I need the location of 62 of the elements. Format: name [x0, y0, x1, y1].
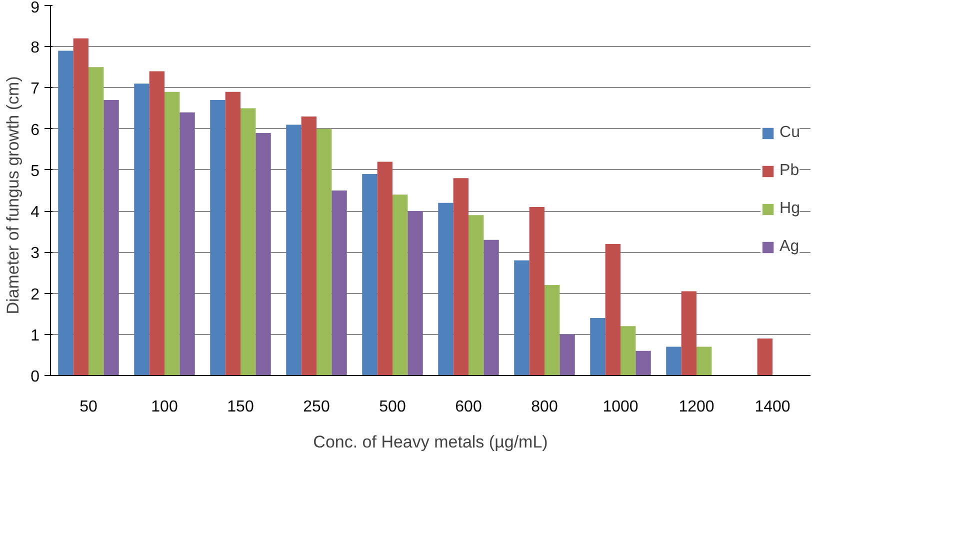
bar — [484, 240, 499, 376]
bar — [88, 67, 104, 376]
bar — [392, 194, 408, 376]
bar — [149, 71, 164, 376]
bar — [256, 132, 271, 376]
legend-label: Cu — [780, 124, 800, 142]
y-tick-label: 7 — [30, 80, 40, 98]
x-tick-label: 1200 — [678, 398, 714, 416]
y-tick-label: 3 — [30, 245, 40, 262]
bar — [529, 206, 544, 376]
legend-label: Ag — [780, 238, 800, 256]
bar — [438, 202, 454, 376]
bar — [362, 174, 378, 376]
y-tick-label: 2 — [30, 286, 40, 304]
x-tick-label: 250 — [303, 398, 330, 416]
bar — [332, 190, 347, 376]
bar — [514, 260, 530, 376]
y-tick-label: 8 — [30, 40, 40, 57]
bar — [134, 84, 150, 376]
bar — [544, 285, 560, 376]
bar — [58, 50, 74, 376]
bar — [210, 100, 226, 376]
bar — [468, 215, 484, 376]
bar — [757, 338, 772, 376]
bar — [377, 162, 392, 376]
bar — [605, 244, 620, 376]
x-axis-title: Conc. of Heavy metals (µg/mL) — [313, 432, 548, 452]
bar — [225, 92, 240, 376]
x-tick-label: 1400 — [754, 398, 790, 416]
legend-label: Pb — [780, 162, 800, 180]
bar — [636, 350, 651, 376]
bar — [73, 38, 88, 376]
y-tick-label: 6 — [30, 122, 40, 139]
y-tick-label: 9 — [30, 0, 40, 16]
bar — [316, 128, 332, 376]
bar — [696, 346, 712, 376]
y-tick-label: 5 — [30, 162, 40, 180]
bar — [104, 100, 119, 376]
bar — [301, 116, 316, 376]
y-tick-label: 4 — [30, 204, 40, 222]
bar — [590, 318, 606, 376]
bar — [286, 124, 302, 376]
bar — [666, 346, 682, 376]
bar — [560, 334, 575, 376]
y-tick-label: 0 — [30, 368, 40, 386]
x-tick-label: 500 — [379, 398, 406, 416]
legend-label: Hg — [780, 200, 800, 218]
x-tick-label: 800 — [531, 398, 558, 416]
x-tick-label: 100 — [151, 398, 178, 416]
y-tick-label: 1 — [30, 327, 40, 344]
bar — [681, 291, 696, 376]
bar — [240, 108, 256, 376]
bar — [453, 178, 468, 376]
x-tick-label: 600 — [455, 398, 482, 416]
bar — [180, 112, 195, 376]
bar — [408, 211, 423, 376]
x-tick-label: 50 — [80, 398, 98, 416]
x-tick-label: 150 — [227, 398, 254, 416]
bar — [620, 326, 636, 376]
y-axis-title: Diameter of fungus growth (cm) — [4, 76, 23, 314]
x-tick-label: 1000 — [602, 398, 638, 416]
bar — [164, 92, 180, 376]
